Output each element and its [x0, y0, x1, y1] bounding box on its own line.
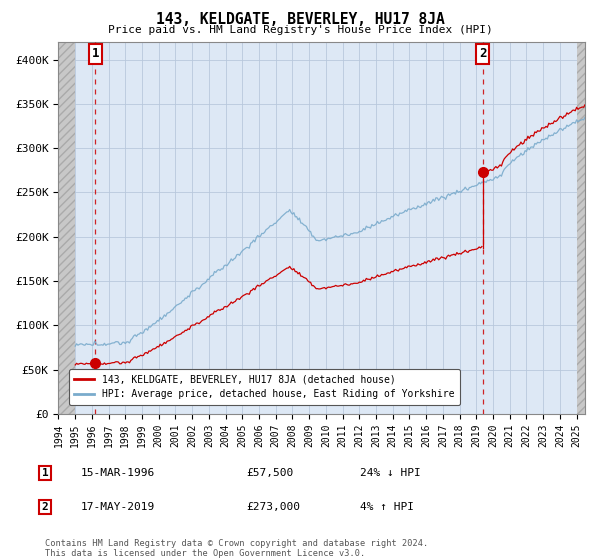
Text: 2: 2	[41, 502, 49, 512]
Bar	[577, 42, 585, 414]
Text: 24% ↓ HPI: 24% ↓ HPI	[360, 468, 421, 478]
Text: 143, KELDGATE, BEVERLEY, HU17 8JA: 143, KELDGATE, BEVERLEY, HU17 8JA	[155, 12, 445, 27]
Text: £273,000: £273,000	[246, 502, 300, 512]
Text: 2: 2	[479, 48, 486, 60]
Text: Price paid vs. HM Land Registry's House Price Index (HPI): Price paid vs. HM Land Registry's House …	[107, 25, 493, 35]
Text: Contains HM Land Registry data © Crown copyright and database right 2024.
This d: Contains HM Land Registry data © Crown c…	[45, 539, 428, 558]
Text: 4% ↑ HPI: 4% ↑ HPI	[360, 502, 414, 512]
Text: £57,500: £57,500	[246, 468, 293, 478]
Text: 17-MAY-2019: 17-MAY-2019	[81, 502, 155, 512]
Bar	[58, 42, 75, 414]
Text: 15-MAR-1996: 15-MAR-1996	[81, 468, 155, 478]
Text: 1: 1	[92, 48, 99, 60]
Text: 1: 1	[41, 468, 49, 478]
Legend: 143, KELDGATE, BEVERLEY, HU17 8JA (detached house), HPI: Average price, detached: 143, KELDGATE, BEVERLEY, HU17 8JA (detac…	[68, 368, 460, 405]
